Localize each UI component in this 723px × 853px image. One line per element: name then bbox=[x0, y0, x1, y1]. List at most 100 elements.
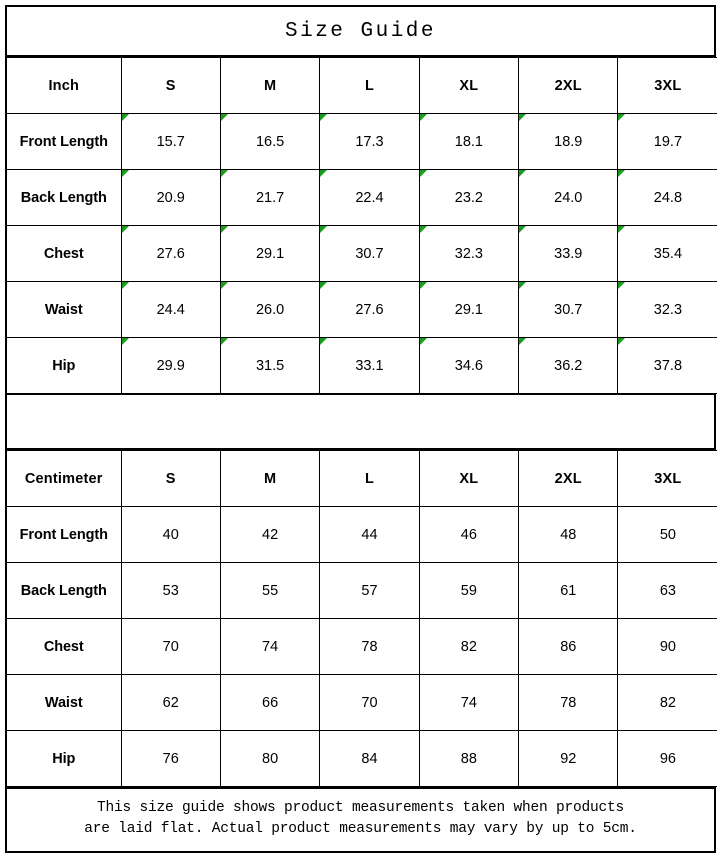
cell-flag-icon bbox=[618, 170, 626, 177]
measurement-cell: 37.8 bbox=[617, 337, 718, 394]
cell-flag-icon bbox=[220, 226, 228, 233]
measurement-cell: 30.7 bbox=[518, 281, 619, 338]
row-label-chest: Chest bbox=[7, 225, 122, 282]
centimeter-table-container: Centimeter S M L XL 2XL 3XL Front Length… bbox=[7, 450, 718, 787]
measurement-cell: 59 bbox=[418, 562, 520, 619]
measurement-value: 29.1 bbox=[454, 301, 483, 318]
cell-flag-icon bbox=[121, 226, 129, 233]
measurement-cell: 29.1 bbox=[219, 225, 321, 282]
column-header-s: S bbox=[120, 450, 221, 507]
cell-flag-icon bbox=[121, 170, 129, 177]
column-header-s: S bbox=[120, 57, 221, 114]
measurement-cell: 18.9 bbox=[518, 113, 619, 170]
cell-flag-icon bbox=[121, 282, 129, 289]
measurement-cell: 24.8 bbox=[617, 169, 718, 226]
measurement-cell: 57 bbox=[319, 562, 420, 619]
measurement-cell: 82 bbox=[418, 618, 520, 675]
cell-flag-icon bbox=[419, 226, 427, 233]
table-row: Waist 62 66 70 74 78 82 bbox=[7, 674, 718, 731]
footnote-line-1: This size guide shows product measuremen… bbox=[96, 800, 625, 816]
measurement-value: 18.1 bbox=[454, 133, 483, 150]
row-label-waist: Waist bbox=[7, 674, 122, 731]
column-header-2xl: 2XL bbox=[518, 57, 619, 114]
measurement-cell: 70 bbox=[319, 674, 420, 731]
measurement-cell: 18.1 bbox=[418, 113, 520, 170]
measurement-value: 20.9 bbox=[156, 189, 185, 206]
measurement-cell: 86 bbox=[518, 618, 619, 675]
measurement-value: 23.2 bbox=[454, 189, 483, 206]
measurement-cell: 84 bbox=[319, 730, 420, 787]
cell-flag-icon bbox=[121, 338, 129, 345]
table-row: Hip 76 80 84 88 92 96 bbox=[7, 730, 718, 787]
measurement-cell: 82 bbox=[617, 674, 718, 731]
measurement-cell: 24.0 bbox=[518, 169, 619, 226]
measurement-value: 15.7 bbox=[156, 133, 185, 150]
measurement-cell: 96 bbox=[617, 730, 718, 787]
inch-table-body: Front Length 15.7 16.5 17.3 18.1 18.9 19… bbox=[7, 113, 718, 394]
measurement-value: 36.2 bbox=[554, 357, 583, 374]
row-label-back-length: Back Length bbox=[7, 169, 122, 226]
table-row: Chest 70 74 78 82 86 90 bbox=[7, 618, 718, 675]
column-header-l: L bbox=[319, 57, 420, 114]
measurement-value: 27.6 bbox=[355, 301, 384, 318]
measurement-value: 31.5 bbox=[255, 357, 285, 374]
measurement-value: 29.1 bbox=[255, 245, 285, 262]
measurement-cell: 78 bbox=[518, 674, 619, 731]
measurement-cell: 34.6 bbox=[418, 337, 520, 394]
measurement-value: 21.7 bbox=[255, 189, 285, 206]
cell-flag-icon bbox=[419, 114, 427, 121]
measurement-cell: 63 bbox=[617, 562, 718, 619]
measurement-cell: 40 bbox=[120, 506, 221, 563]
column-header-xl: XL bbox=[418, 57, 520, 114]
measurement-value: 24.8 bbox=[653, 189, 683, 206]
measurement-value: 33.9 bbox=[554, 245, 583, 262]
cell-flag-icon bbox=[519, 170, 527, 177]
measurement-cell: 27.6 bbox=[319, 281, 420, 338]
measurement-cell: 74 bbox=[418, 674, 520, 731]
measurement-cell: 74 bbox=[219, 618, 321, 675]
inch-table-head: Inch S M L XL 2XL 3XL bbox=[7, 57, 718, 114]
column-header-3xl: 3XL bbox=[617, 57, 718, 114]
measurement-cell: 19.7 bbox=[617, 113, 718, 170]
table-row: Back Length 20.9 21.7 22.4 23.2 24.0 24.… bbox=[7, 169, 718, 226]
measurement-cell: 22.4 bbox=[319, 169, 420, 226]
size-guide-sheet: Size Guide Inch S M L XL 2XL 3XL Fron bbox=[5, 5, 718, 853]
cell-flag-icon bbox=[519, 226, 527, 233]
table-row: Front Length 15.7 16.5 17.3 18.1 18.9 19… bbox=[7, 113, 718, 170]
measurement-cell: 88 bbox=[418, 730, 520, 787]
inch-table-container: Inch S M L XL 2XL 3XL Front Length 15.7 … bbox=[7, 57, 718, 394]
measurement-value: 19.7 bbox=[653, 133, 683, 150]
footnote-line-2: are laid flat. Actual product measuremen… bbox=[84, 821, 637, 837]
cell-flag-icon bbox=[220, 114, 228, 121]
cell-flag-icon bbox=[618, 226, 626, 233]
page-title: Size Guide bbox=[284, 19, 437, 43]
cell-flag-icon bbox=[320, 282, 328, 289]
row-label-front-length: Front Length bbox=[7, 113, 122, 170]
measurement-value: 16.5 bbox=[255, 133, 285, 150]
column-header-m: M bbox=[219, 57, 321, 114]
measurement-cell: 76 bbox=[120, 730, 221, 787]
measurement-cell: 42 bbox=[219, 506, 321, 563]
measurement-value: 22.4 bbox=[355, 189, 384, 206]
measurement-cell: 80 bbox=[219, 730, 321, 787]
measurement-value: 18.9 bbox=[554, 133, 583, 150]
column-header-3xl: 3XL bbox=[617, 450, 718, 507]
measurement-value: 30.7 bbox=[554, 301, 583, 318]
centimeter-table-head: Centimeter S M L XL 2XL 3XL bbox=[7, 450, 718, 507]
measurement-cell: 29.9 bbox=[120, 337, 221, 394]
table-row: Waist 24.4 26.0 27.6 29.1 30.7 32.3 bbox=[7, 281, 718, 338]
measurement-cell: 61 bbox=[518, 562, 619, 619]
cell-flag-icon bbox=[519, 338, 527, 345]
measurement-cell: 55 bbox=[219, 562, 321, 619]
measurement-value: 29.9 bbox=[156, 357, 185, 374]
measurement-cell: 27.6 bbox=[120, 225, 221, 282]
cell-flag-icon bbox=[519, 282, 527, 289]
inch-size-table: Inch S M L XL 2XL 3XL Front Length 15.7 … bbox=[7, 57, 718, 394]
measurement-cell: 33.9 bbox=[518, 225, 619, 282]
measurement-cell: 32.3 bbox=[617, 281, 718, 338]
table-header-row: Inch S M L XL 2XL 3XL bbox=[7, 57, 718, 114]
measurement-cell: 16.5 bbox=[219, 113, 321, 170]
measurement-value: 37.8 bbox=[653, 357, 683, 374]
cell-flag-icon bbox=[618, 114, 626, 121]
measurement-cell: 90 bbox=[617, 618, 718, 675]
